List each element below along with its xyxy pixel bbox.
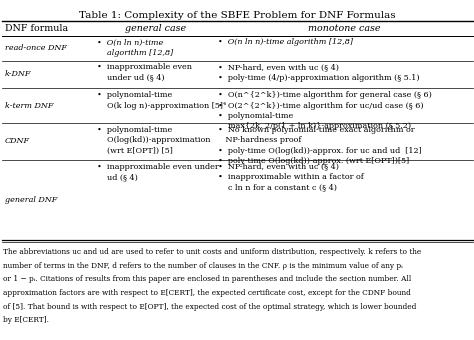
Text: approximation factors are with respect to E[CERT], the expected certificate cost: approximation factors are with respect t… bbox=[3, 289, 411, 297]
Text: •  NP-hard, even with uc (§ 4)
•  poly-time (4/p)-approximation algorithm (§ 5.1: • NP-hard, even with uc (§ 4) • poly-tim… bbox=[218, 63, 419, 82]
Text: or 1 − pᵢ. Citations of results from this paper are enclosed in parentheses and : or 1 − pᵢ. Citations of results from thi… bbox=[3, 275, 411, 284]
Text: •  O(n^{2^k})-time algorithm for general case (§ 6)
•  O(2^{2^k})-time algorithm: • O(n^{2^k})-time algorithm for general … bbox=[218, 91, 432, 130]
Text: •  polynomial-time
    O(k log n)-approximation [5]⁴: • polynomial-time O(k log n)-approximati… bbox=[97, 91, 226, 109]
Text: •  NP-hard, even with uc (§ 4)
•  inapproximable within a factor of
    c ln n f: • NP-hard, even with uc (§ 4) • inapprox… bbox=[218, 163, 364, 191]
Text: of [5]. That bound is with respect to E[OPT], the expected cost of the optimal s: of [5]. That bound is with respect to E[… bbox=[3, 303, 417, 311]
Text: Table 1: Complexity of the SBFE Problem for DNF Formulas: Table 1: Complexity of the SBFE Problem … bbox=[79, 11, 395, 20]
Text: k-term DNF: k-term DNF bbox=[5, 102, 53, 110]
Text: •  O(n ln n)-time algorithm [12,8]: • O(n ln n)-time algorithm [12,8] bbox=[218, 38, 353, 47]
Text: general case: general case bbox=[125, 24, 186, 33]
Text: •  No known polynomial-time exact algorithm or
   NP-hardness proof
•  poly-time: • No known polynomial-time exact algorit… bbox=[218, 126, 422, 165]
Text: k-DNF: k-DNF bbox=[5, 70, 31, 79]
Text: CDNF: CDNF bbox=[5, 137, 30, 146]
Text: general DNF: general DNF bbox=[5, 196, 57, 204]
Text: read-once DNF: read-once DNF bbox=[5, 44, 67, 52]
Text: DNF formula: DNF formula bbox=[5, 24, 68, 33]
Text: The abbreviations uc and ud are used to refer to unit costs and uniform distribu: The abbreviations uc and ud are used to … bbox=[3, 248, 421, 256]
Text: •  inapproximable even
    under ud (§ 4): • inapproximable even under ud (§ 4) bbox=[97, 63, 192, 82]
Text: •  inapproximable even under
    ud (§ 4): • inapproximable even under ud (§ 4) bbox=[97, 163, 219, 181]
Text: by E[CERT].: by E[CERT]. bbox=[3, 316, 49, 324]
Text: •  O(n ln n)-time
    algorithm [12,8]: • O(n ln n)-time algorithm [12,8] bbox=[97, 38, 173, 57]
Text: number of terms in the DNF, d refers to the number of clauses in the CNF. ρ is t: number of terms in the DNF, d refers to … bbox=[3, 262, 403, 270]
Text: •  polynomial-time
    O(log(kd))-approximation
    (wrt E[OPT]) [5]: • polynomial-time O(log(kd))-approximati… bbox=[97, 126, 210, 155]
Text: monotone case: monotone case bbox=[308, 24, 381, 33]
